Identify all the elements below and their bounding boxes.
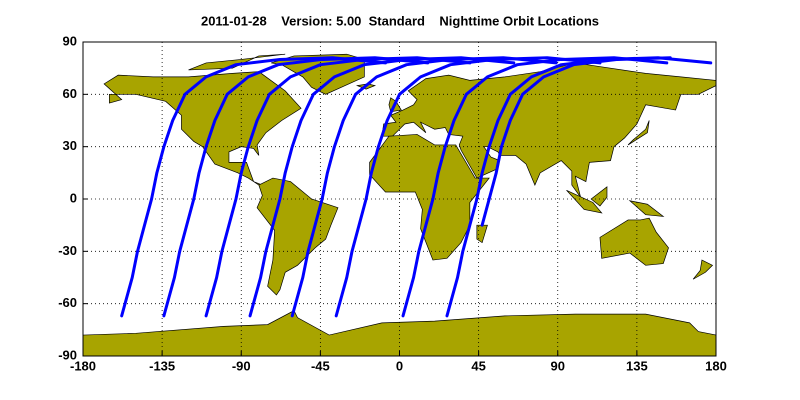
x-tick-label: -180 bbox=[70, 358, 96, 373]
x-tick-label: 0 bbox=[396, 358, 403, 373]
x-tick-label: 45 bbox=[471, 358, 485, 373]
orbit-track bbox=[120, 56, 387, 318]
x-tick-label: 90 bbox=[551, 358, 565, 373]
y-tick-label: 60 bbox=[63, 86, 77, 101]
x-tick-label: -90 bbox=[232, 358, 251, 373]
new-zealand bbox=[693, 260, 712, 279]
y-tick-label: 90 bbox=[63, 33, 77, 48]
australia bbox=[600, 218, 669, 265]
africa bbox=[370, 134, 490, 260]
y-tick-label: -90 bbox=[58, 347, 77, 362]
y-tick-label: -30 bbox=[58, 243, 77, 258]
new-guinea bbox=[630, 201, 663, 217]
chart-title: 2011-01-28 Version: 5.00 Standard Nightt… bbox=[201, 13, 599, 28]
orbit-track bbox=[290, 56, 558, 318]
madagascar bbox=[477, 225, 488, 242]
y-tick-label: -60 bbox=[58, 295, 77, 310]
x-tick-label: 180 bbox=[705, 358, 727, 373]
sumatra bbox=[567, 190, 602, 213]
north-america bbox=[104, 72, 301, 185]
x-tick-label: -45 bbox=[311, 358, 330, 373]
x-tick-label: 135 bbox=[626, 358, 648, 373]
orbit-track bbox=[334, 56, 602, 318]
borneo bbox=[591, 187, 607, 206]
y-tick-label: 30 bbox=[63, 138, 77, 153]
orbit-track bbox=[162, 56, 430, 318]
x-tick-label: -135 bbox=[149, 358, 175, 373]
y-tick-label: 0 bbox=[70, 190, 77, 205]
orbit-track bbox=[204, 56, 472, 318]
orbit-track bbox=[480, 56, 672, 227]
orbit-track bbox=[248, 56, 516, 318]
orbit-track bbox=[401, 56, 669, 318]
arctic-islands bbox=[189, 54, 286, 70]
japan bbox=[628, 121, 649, 145]
